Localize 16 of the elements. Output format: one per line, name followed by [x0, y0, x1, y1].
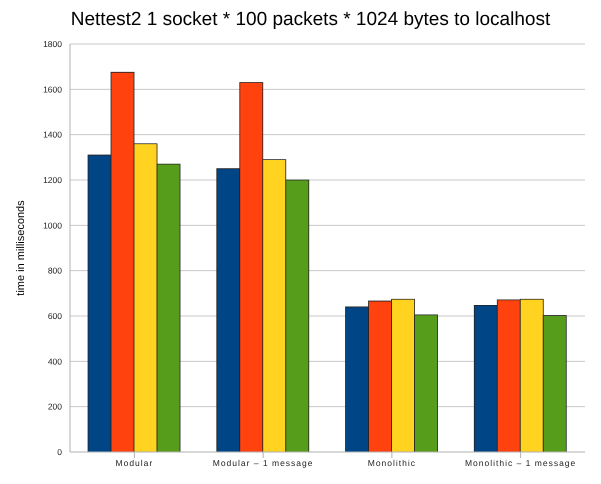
y-tick-label: 600: [48, 311, 62, 322]
y-tick-label: 1800: [43, 39, 62, 50]
y-tick-label: 1600: [43, 84, 62, 94]
y-tick-label: 0: [57, 447, 62, 458]
x-tick-label: Modular: [116, 458, 154, 468]
x-tick-label: Monolithic: [368, 458, 416, 468]
x-tick-label: Modular – 1 message: [212, 458, 314, 468]
y-tick-label: 1400: [43, 130, 62, 140]
y-axis-title: time in milliseconds: [14, 200, 27, 296]
y-tick-label: 1200: [43, 175, 62, 186]
y-tick-label: 1000: [43, 220, 62, 230]
x-tick-label: Monolithic – 1 message: [464, 458, 576, 468]
y-tick-label: 800: [48, 266, 62, 276]
chart-title: Nettest2 1 socket * 100 packets * 1024 bytes to localhost: [70, 8, 552, 32]
y-tick-label: 200: [48, 402, 62, 412]
y-tick-label: 400: [48, 356, 62, 366]
